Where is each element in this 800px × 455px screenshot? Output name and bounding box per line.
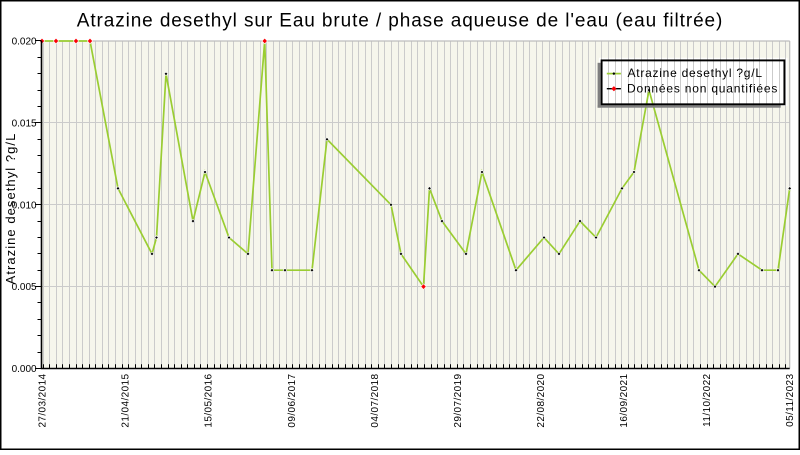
svg-text:0.015: 0.015 — [12, 118, 37, 129]
svg-text:22/08/2020: 22/08/2020 — [536, 373, 547, 427]
svg-text:Données non quantifiées: Données non quantifiées — [627, 81, 778, 95]
svg-text:09/06/2017: 09/06/2017 — [287, 373, 298, 427]
svg-text:Atrazine desethyl ?g/L: Atrazine desethyl ?g/L — [628, 66, 763, 80]
svg-text:0.005: 0.005 — [12, 282, 37, 293]
svg-text:Atrazine desethyl ?g/L: Atrazine desethyl ?g/L — [3, 133, 18, 285]
svg-text:21/04/2015: 21/04/2015 — [121, 373, 132, 427]
svg-text:0.010: 0.010 — [12, 200, 37, 211]
svg-text:0.000: 0.000 — [12, 364, 37, 375]
svg-text:0.020: 0.020 — [12, 37, 37, 48]
svg-text:11/10/2022: 11/10/2022 — [702, 373, 713, 426]
svg-text:15/05/2016: 15/05/2016 — [204, 373, 215, 427]
svg-text:05/11/2023: 05/11/2023 — [785, 373, 796, 426]
svg-text:04/07/2018: 04/07/2018 — [370, 373, 381, 427]
svg-text:27/03/2014: 27/03/2014 — [38, 373, 49, 427]
svg-text:Atrazine desethyl sur Eau brut: Atrazine desethyl sur Eau brute / phase … — [77, 10, 724, 31]
svg-text:29/07/2019: 29/07/2019 — [453, 373, 464, 427]
svg-text:16/09/2021: 16/09/2021 — [619, 373, 630, 427]
